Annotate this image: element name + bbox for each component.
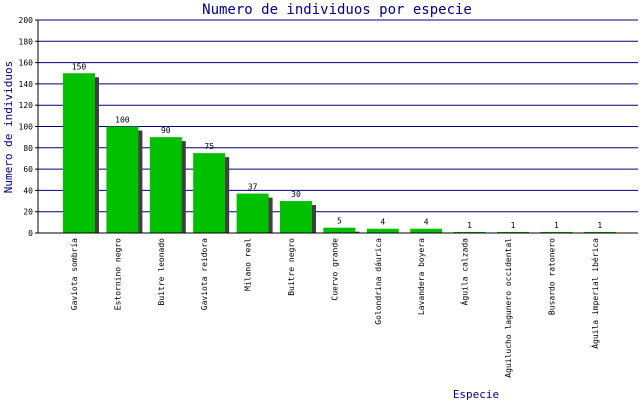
y-tick-label: 20 (23, 208, 33, 217)
bar-value-label: 37 (248, 183, 258, 192)
category-label: Águila imperial ibérica (589, 238, 600, 349)
bar-value-label: 90 (161, 126, 171, 135)
y-tick-label: 40 (23, 186, 33, 195)
y-tick-label: 180 (19, 37, 34, 46)
bar-value-label: 1 (597, 221, 602, 230)
y-tick-label: 160 (19, 59, 34, 68)
category-label: Cuervo grande (330, 238, 339, 301)
y-axis-ticks: 0 20 40 60 80 100 120 140 160 180 200 (19, 16, 38, 238)
chart-title: Numero de individuos por especie (202, 2, 472, 18)
category-label: Águila calzada (459, 238, 470, 306)
bar (149, 137, 182, 233)
y-tick-label: 200 (19, 16, 34, 25)
bar-value-label: 75 (204, 142, 214, 151)
bar-value-label: 4 (380, 218, 385, 227)
bar-value-label: 1 (511, 221, 516, 230)
bar-value-label: 1 (554, 221, 559, 230)
bar (453, 231, 486, 233)
y-tick-label: 0 (28, 229, 33, 238)
category-label: Milano real (244, 238, 253, 291)
y-tick-label: 80 (23, 144, 33, 153)
category-label: Buitre leonado (157, 238, 166, 306)
category-label: Golondrina dáurica (374, 238, 383, 325)
y-tick-label: 60 (23, 165, 33, 174)
bar (236, 193, 269, 233)
category-label: Estornino negro (113, 238, 122, 310)
bars: 150 100 90 75 37 30 5 4 4 1 1 1 1 (63, 62, 616, 233)
bar (323, 227, 356, 233)
category-label: Gaviota reidora (200, 238, 209, 310)
y-tick-label: 140 (19, 80, 34, 89)
category-label: Aguilucho lagunero occidental (504, 238, 513, 378)
bar (106, 126, 139, 233)
bar (280, 201, 312, 233)
bar (63, 73, 95, 233)
bar (540, 231, 573, 233)
category-label: Lavandera boyera (417, 238, 426, 315)
bar (410, 228, 443, 233)
bar-value-label: 1 (467, 221, 472, 230)
bar (583, 231, 616, 233)
axes (37, 20, 638, 234)
bar-value-label: 100 (115, 116, 130, 125)
x-axis-label: Especie (453, 388, 499, 400)
bar (193, 153, 226, 233)
bar (497, 231, 529, 233)
y-axis-label: Numero de individuos (2, 61, 15, 193)
bar-value-label: 150 (72, 62, 87, 71)
y-tick-label: 100 (19, 123, 34, 132)
category-labels: Gaviota sombría Estornino negro Buitre leo… (70, 238, 600, 378)
bar-value-label: 4 (424, 218, 429, 227)
bar-value-label: 30 (291, 190, 301, 199)
category-label: Buitre negro (287, 238, 296, 296)
bar (366, 228, 399, 233)
bar-value-label: 5 (337, 217, 342, 226)
category-label: Gaviota sombría (70, 238, 79, 310)
y-tick-label: 120 (19, 101, 34, 110)
category-label: Busardo ratonero (547, 238, 556, 315)
